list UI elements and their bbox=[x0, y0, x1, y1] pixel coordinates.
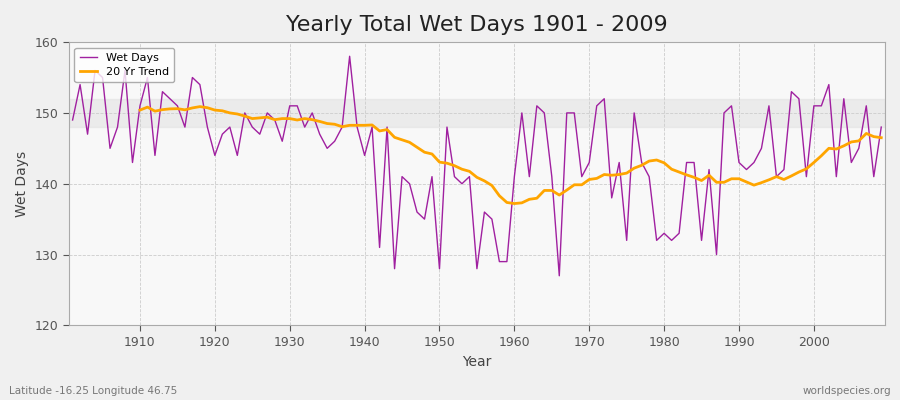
20 Yr Trend bbox=[509, 201, 520, 206]
Line: Wet Days: Wet Days bbox=[73, 56, 881, 276]
20 Yr Trend bbox=[501, 200, 512, 205]
Title: Yearly Total Wet Days 1901 - 2009: Yearly Total Wet Days 1901 - 2009 bbox=[286, 15, 668, 35]
Wet Days bbox=[876, 125, 886, 130]
20 Yr Trend bbox=[876, 135, 886, 140]
Legend: Wet Days, 20 Yr Trend: Wet Days, 20 Yr Trend bbox=[75, 48, 175, 82]
Y-axis label: Wet Days: Wet Days bbox=[15, 151, 29, 217]
20 Yr Trend bbox=[292, 118, 302, 122]
Wet Days bbox=[517, 110, 527, 115]
Bar bbox=[68, 99, 885, 127]
Wet Days bbox=[509, 174, 520, 179]
Wet Days bbox=[337, 125, 347, 130]
Wet Days bbox=[614, 160, 625, 165]
Text: worldspecies.org: worldspecies.org bbox=[803, 386, 891, 396]
Wet Days bbox=[344, 54, 355, 59]
X-axis label: Year: Year bbox=[463, 355, 491, 369]
Wet Days bbox=[127, 160, 138, 165]
Wet Days bbox=[554, 273, 564, 278]
20 Yr Trend bbox=[598, 172, 609, 177]
Line: 20 Yr Trend: 20 Yr Trend bbox=[140, 107, 881, 204]
Wet Days bbox=[68, 118, 78, 122]
Text: Latitude -16.25 Longitude 46.75: Latitude -16.25 Longitude 46.75 bbox=[9, 386, 177, 396]
20 Yr Trend bbox=[337, 124, 347, 129]
Wet Days bbox=[292, 104, 302, 108]
